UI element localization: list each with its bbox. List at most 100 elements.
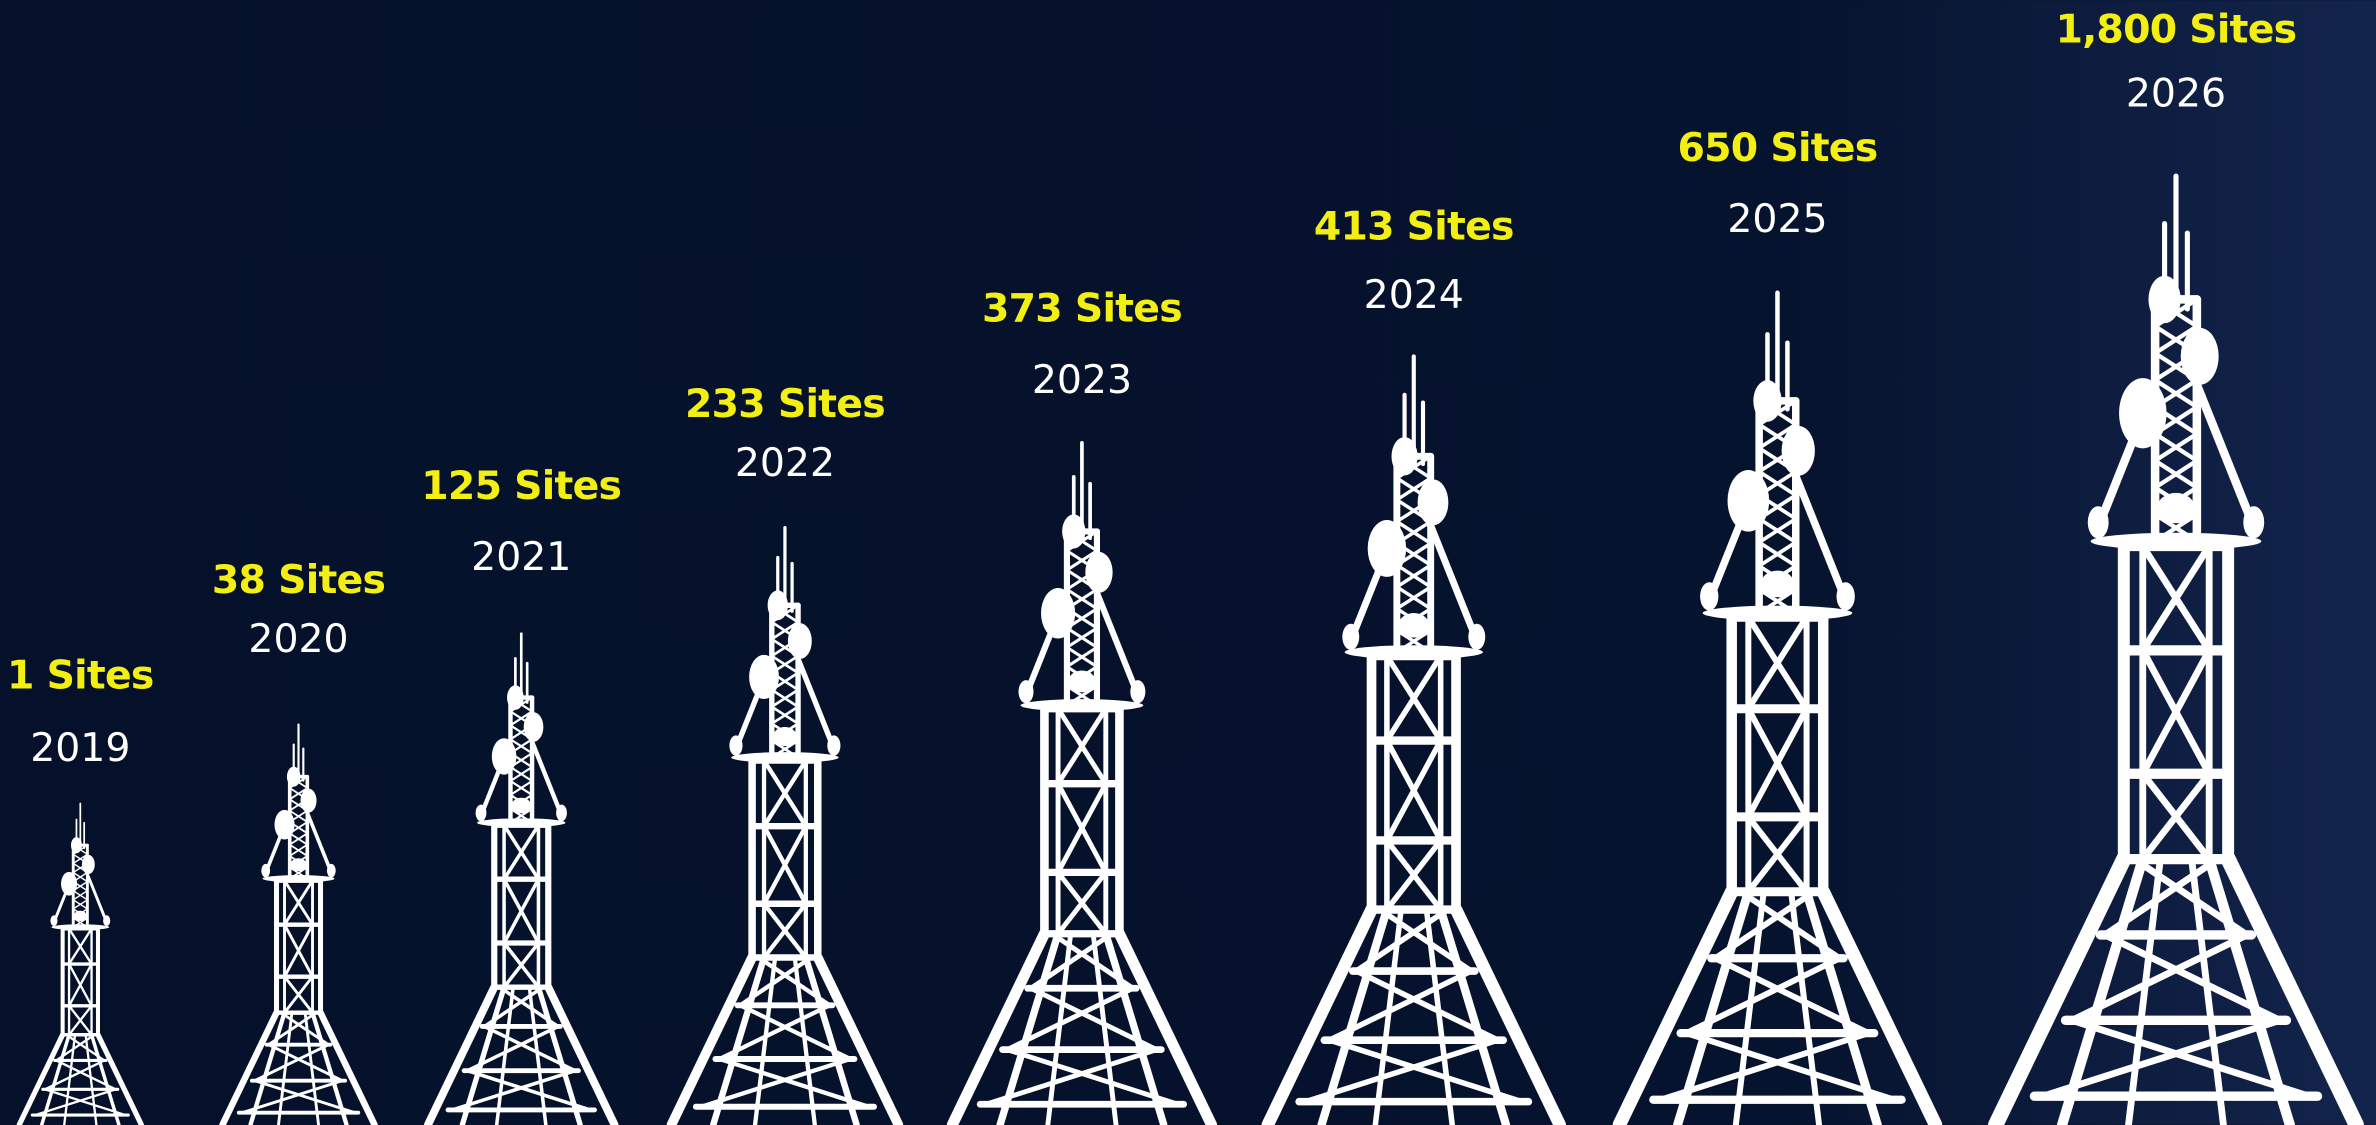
site-count: 38 Sites (212, 557, 385, 603)
year: 2019 (30, 725, 130, 771)
year: 2020 (248, 616, 348, 662)
tower-strut (2039, 1016, 2284, 1100)
tower-strut (1683, 1030, 1898, 1103)
tower-strut (1745, 813, 1810, 895)
tower-strut (996, 930, 1062, 1125)
tower-strut (1102, 930, 1168, 1125)
tower-strut (983, 1047, 1160, 1107)
dish (50, 915, 58, 927)
dish (1367, 520, 1407, 577)
dish (1062, 514, 1086, 549)
tower-strut (16, 1032, 66, 1125)
tower-strut (497, 985, 560, 1029)
tower-strut (267, 1011, 318, 1047)
dish (81, 854, 95, 875)
tower-strut (2057, 853, 2148, 1125)
tower-strut (529, 739, 563, 816)
tower-strut (95, 1032, 144, 1125)
tower-strut (283, 879, 314, 927)
tower-strut (1757, 540, 1798, 568)
dish (1398, 613, 1430, 638)
tower (1261, 354, 1566, 1125)
tower-strut (310, 1010, 349, 1125)
tower-strut (482, 1024, 577, 1073)
tower-strut (465, 1024, 560, 1073)
year: 2022 (735, 440, 835, 486)
tower-strut (1792, 472, 1848, 601)
tower-strut (67, 962, 93, 1007)
year: 2026 (2126, 70, 2226, 116)
dish (1018, 680, 1034, 704)
tower-strut (502, 941, 541, 989)
towers (16, 173, 2364, 1125)
tower-strut (279, 1011, 330, 1047)
tower-strut (1326, 968, 1475, 1043)
dish (70, 837, 82, 854)
tower-strut (509, 710, 534, 727)
tower (946, 440, 1218, 1125)
tower-strut (761, 901, 808, 960)
tower-strut (2220, 851, 2364, 1125)
tower-strut (65, 1033, 106, 1062)
tower-strut (1449, 903, 1566, 1125)
tower-strut (502, 877, 541, 945)
tower-strut (717, 1056, 871, 1109)
tower-strut (1712, 955, 1872, 1037)
site-count: 1,800 Sites (2056, 7, 2297, 53)
tower-strut (802, 954, 860, 1125)
tower-strut (1757, 516, 1798, 545)
tower-strut (72, 889, 89, 901)
dish (2243, 506, 2265, 539)
tower-strut (1317, 905, 1392, 1125)
tower-strut (1303, 1037, 1501, 1105)
tower-strut (770, 620, 800, 641)
tower-strut (465, 1068, 592, 1112)
dish (1085, 551, 1113, 593)
dish (1700, 582, 1719, 611)
tower-strut (1745, 705, 1810, 820)
tower-strut (2152, 324, 2199, 356)
site-count: 650 Sites (1678, 125, 1878, 171)
site-count: 233 Sites (685, 381, 885, 427)
dish (261, 863, 271, 878)
tower-strut (1745, 614, 1810, 712)
dish (2119, 378, 2167, 449)
tower-strut (2068, 931, 2251, 1024)
site-count: 125 Sites (421, 463, 621, 509)
tower-strut (67, 927, 93, 966)
year: 2024 (1364, 272, 1464, 318)
tower-strut (1377, 906, 1475, 974)
dish (511, 797, 532, 814)
tower-strut (1395, 563, 1433, 589)
dish (507, 685, 524, 710)
site-count: 1 Sites (7, 652, 154, 698)
dish (475, 804, 487, 822)
dish (326, 863, 336, 878)
tower-strut (509, 779, 534, 797)
tower-strut (72, 853, 89, 865)
tower-strut (40, 1032, 71, 1125)
tower-strut (2152, 458, 2199, 490)
tower-strut (1065, 626, 1099, 649)
dish (1836, 582, 1855, 611)
tower-strut (717, 1003, 832, 1062)
dish (290, 858, 307, 872)
site-count: 373 Sites (982, 286, 1182, 332)
tower-strut (72, 899, 89, 910)
tower-strut (1065, 645, 1099, 669)
tower-strut (43, 1059, 106, 1091)
tower-strut (1395, 585, 1433, 611)
tower-strut (305, 810, 333, 873)
tower-strut (317, 1009, 378, 1125)
dish (2180, 327, 2219, 385)
tower-strut (544, 983, 619, 1125)
tower-strut (1712, 888, 1818, 962)
tower-strut (761, 824, 808, 906)
tower-strut (1353, 968, 1501, 1043)
tower (16, 802, 144, 1125)
year: 2025 (1727, 196, 1827, 242)
dish (749, 654, 779, 699)
tower (424, 632, 619, 1125)
labels: 1 Sites 2019 38 Sites 2020 125 Sites 2021 233 … (7, 7, 2297, 771)
tower (666, 526, 904, 1125)
